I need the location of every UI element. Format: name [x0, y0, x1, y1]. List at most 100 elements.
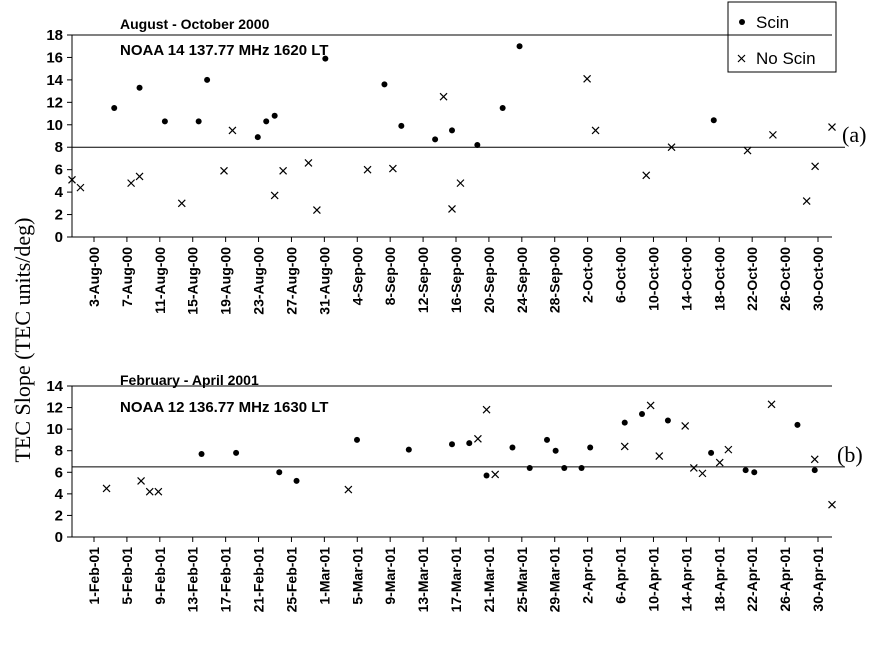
- no-scin-point: [145, 487, 154, 496]
- scin-point: [794, 421, 801, 428]
- x-tick-label: 28-Sep-00: [547, 247, 563, 313]
- x-tick-label: 30-Apr-01: [810, 547, 826, 612]
- scin-point: [751, 469, 758, 476]
- scin-point: [398, 122, 405, 129]
- x-tick-label: 17-Feb-01: [218, 547, 234, 613]
- scin-point: [322, 55, 329, 62]
- x-tick-label: 26-Oct-00: [777, 247, 793, 311]
- x-tick-label: 30-Oct-00: [810, 247, 826, 311]
- y-tick-label: 6: [55, 162, 63, 179]
- scin-point: [474, 141, 481, 148]
- x-tick-label: 6-Oct-00: [613, 247, 629, 303]
- no-scin-point: [439, 92, 448, 101]
- panel-label: (a): [842, 122, 866, 147]
- no-scin-point: [228, 126, 237, 135]
- scin-point: [432, 136, 439, 143]
- scin-point: [621, 419, 628, 426]
- x-tick-label: 8-Sep-00: [382, 247, 398, 306]
- legend-dot-marker: [739, 19, 745, 25]
- scin-point: [499, 104, 506, 111]
- no-scin-point: [642, 171, 651, 180]
- panel-title: August - October 2000: [120, 16, 270, 32]
- no-scin-point: [344, 485, 353, 494]
- scin-point: [111, 104, 118, 111]
- x-tick-label: 25-Feb-01: [283, 547, 299, 613]
- y-tick-label: 4: [55, 486, 64, 503]
- no-scin-point: [689, 464, 698, 472]
- panel-b: 0 2 4 6 8 10 12 14 1-Feb-01 5-Feb-01 9-Feb-01 13-Fe…: [46, 372, 862, 612]
- x-tick-label: 22-Apr-01: [744, 547, 760, 612]
- legend-label-scin: Scin: [756, 13, 789, 32]
- scin-point: [263, 118, 270, 125]
- legend-cross-marker: [737, 54, 746, 63]
- no-scin-point: [743, 146, 752, 155]
- scin-point: [483, 472, 490, 479]
- no-scin-point: [102, 484, 111, 493]
- y-tick-label: 12: [46, 94, 63, 111]
- x-tick-label: 15-Aug-00: [185, 247, 201, 315]
- scin-point: [587, 444, 594, 451]
- x-tick-label: 1-Mar-01: [316, 547, 332, 605]
- scin-point: [742, 467, 749, 474]
- x-tick-label: 11-Aug-00: [152, 247, 168, 314]
- scin-point: [708, 449, 715, 456]
- no-scin-point: [620, 442, 629, 451]
- no-scin-point: [177, 199, 186, 208]
- no-scin-point: [583, 74, 592, 83]
- x-tick-label: 9-Mar-01: [382, 547, 398, 605]
- legend-label-no-scin: No Scin: [756, 49, 816, 68]
- y-tick-label: 4: [55, 184, 64, 201]
- no-scin-point: [667, 143, 676, 152]
- no-scin-point: [482, 405, 491, 414]
- x-tick-label: 27-Aug-00: [283, 247, 299, 315]
- no-scin-point: [681, 421, 690, 430]
- y-tick-label: 10: [46, 421, 63, 438]
- scin-point: [276, 469, 283, 476]
- scin-point: [710, 117, 717, 124]
- y-tick-label: 16: [46, 49, 63, 66]
- x-tick-label: 5-Mar-01: [349, 547, 365, 605]
- scin-point: [639, 411, 645, 418]
- no-scin-point: [473, 434, 482, 443]
- y-tick-label: 0: [55, 229, 63, 246]
- x-tick-label: 21-Mar-01: [481, 547, 497, 613]
- scin-point: [449, 441, 455, 448]
- no-scin-point: [698, 469, 707, 478]
- x-tick-label: 21-Feb-01: [251, 547, 267, 613]
- x-tick-label: 31-Aug-00: [316, 247, 332, 315]
- x-tick-label: 26-Apr-01: [777, 547, 793, 612]
- scin-point: [381, 81, 388, 88]
- scin-point: [204, 76, 211, 83]
- y-tick-label: 2: [55, 207, 63, 224]
- x-tick-label: 13-Feb-01: [185, 547, 201, 613]
- scin-point: [198, 450, 205, 457]
- scin-point: [811, 467, 818, 474]
- scin-point: [195, 118, 202, 125]
- x-tick-label: 17-Mar-01: [448, 547, 464, 613]
- x-tick-label: 22-Oct-00: [744, 247, 760, 311]
- x-tick-label: 14-Oct-00: [678, 247, 694, 311]
- scin-point: [526, 464, 533, 471]
- scin-point: [136, 84, 143, 91]
- y-tick-label: 8: [55, 443, 63, 460]
- scin-point: [509, 444, 516, 451]
- panel-subtitle: NOAA 14 137.77 MHz 1620 LT: [120, 42, 328, 59]
- scin-point: [449, 127, 455, 134]
- panel-subtitle: NOAA 12 136.77 MHz 1630 LT: [120, 399, 328, 416]
- scin-point: [233, 449, 240, 456]
- scin-point: [578, 464, 585, 471]
- y-tick-label: 0: [55, 529, 63, 546]
- x-tick-label: 1-Feb-01: [86, 547, 102, 605]
- no-scin-point: [646, 401, 655, 410]
- no-scin-point: [304, 159, 313, 167]
- no-scin-point: [448, 205, 456, 213]
- legend: Scin No Scin: [727, 1, 837, 73]
- x-tick-label: 2-Oct-00: [580, 247, 596, 303]
- x-tick-label: 20-Sep-00: [481, 247, 497, 313]
- no-scin-point: [137, 476, 146, 485]
- x-tick-label: 29-Mar-01: [547, 547, 563, 613]
- y-tick-label: 14: [46, 378, 63, 395]
- x-tick-label: 10-Apr-01: [645, 547, 661, 612]
- no-scin-point: [127, 179, 136, 188]
- no-scin-point: [363, 165, 372, 174]
